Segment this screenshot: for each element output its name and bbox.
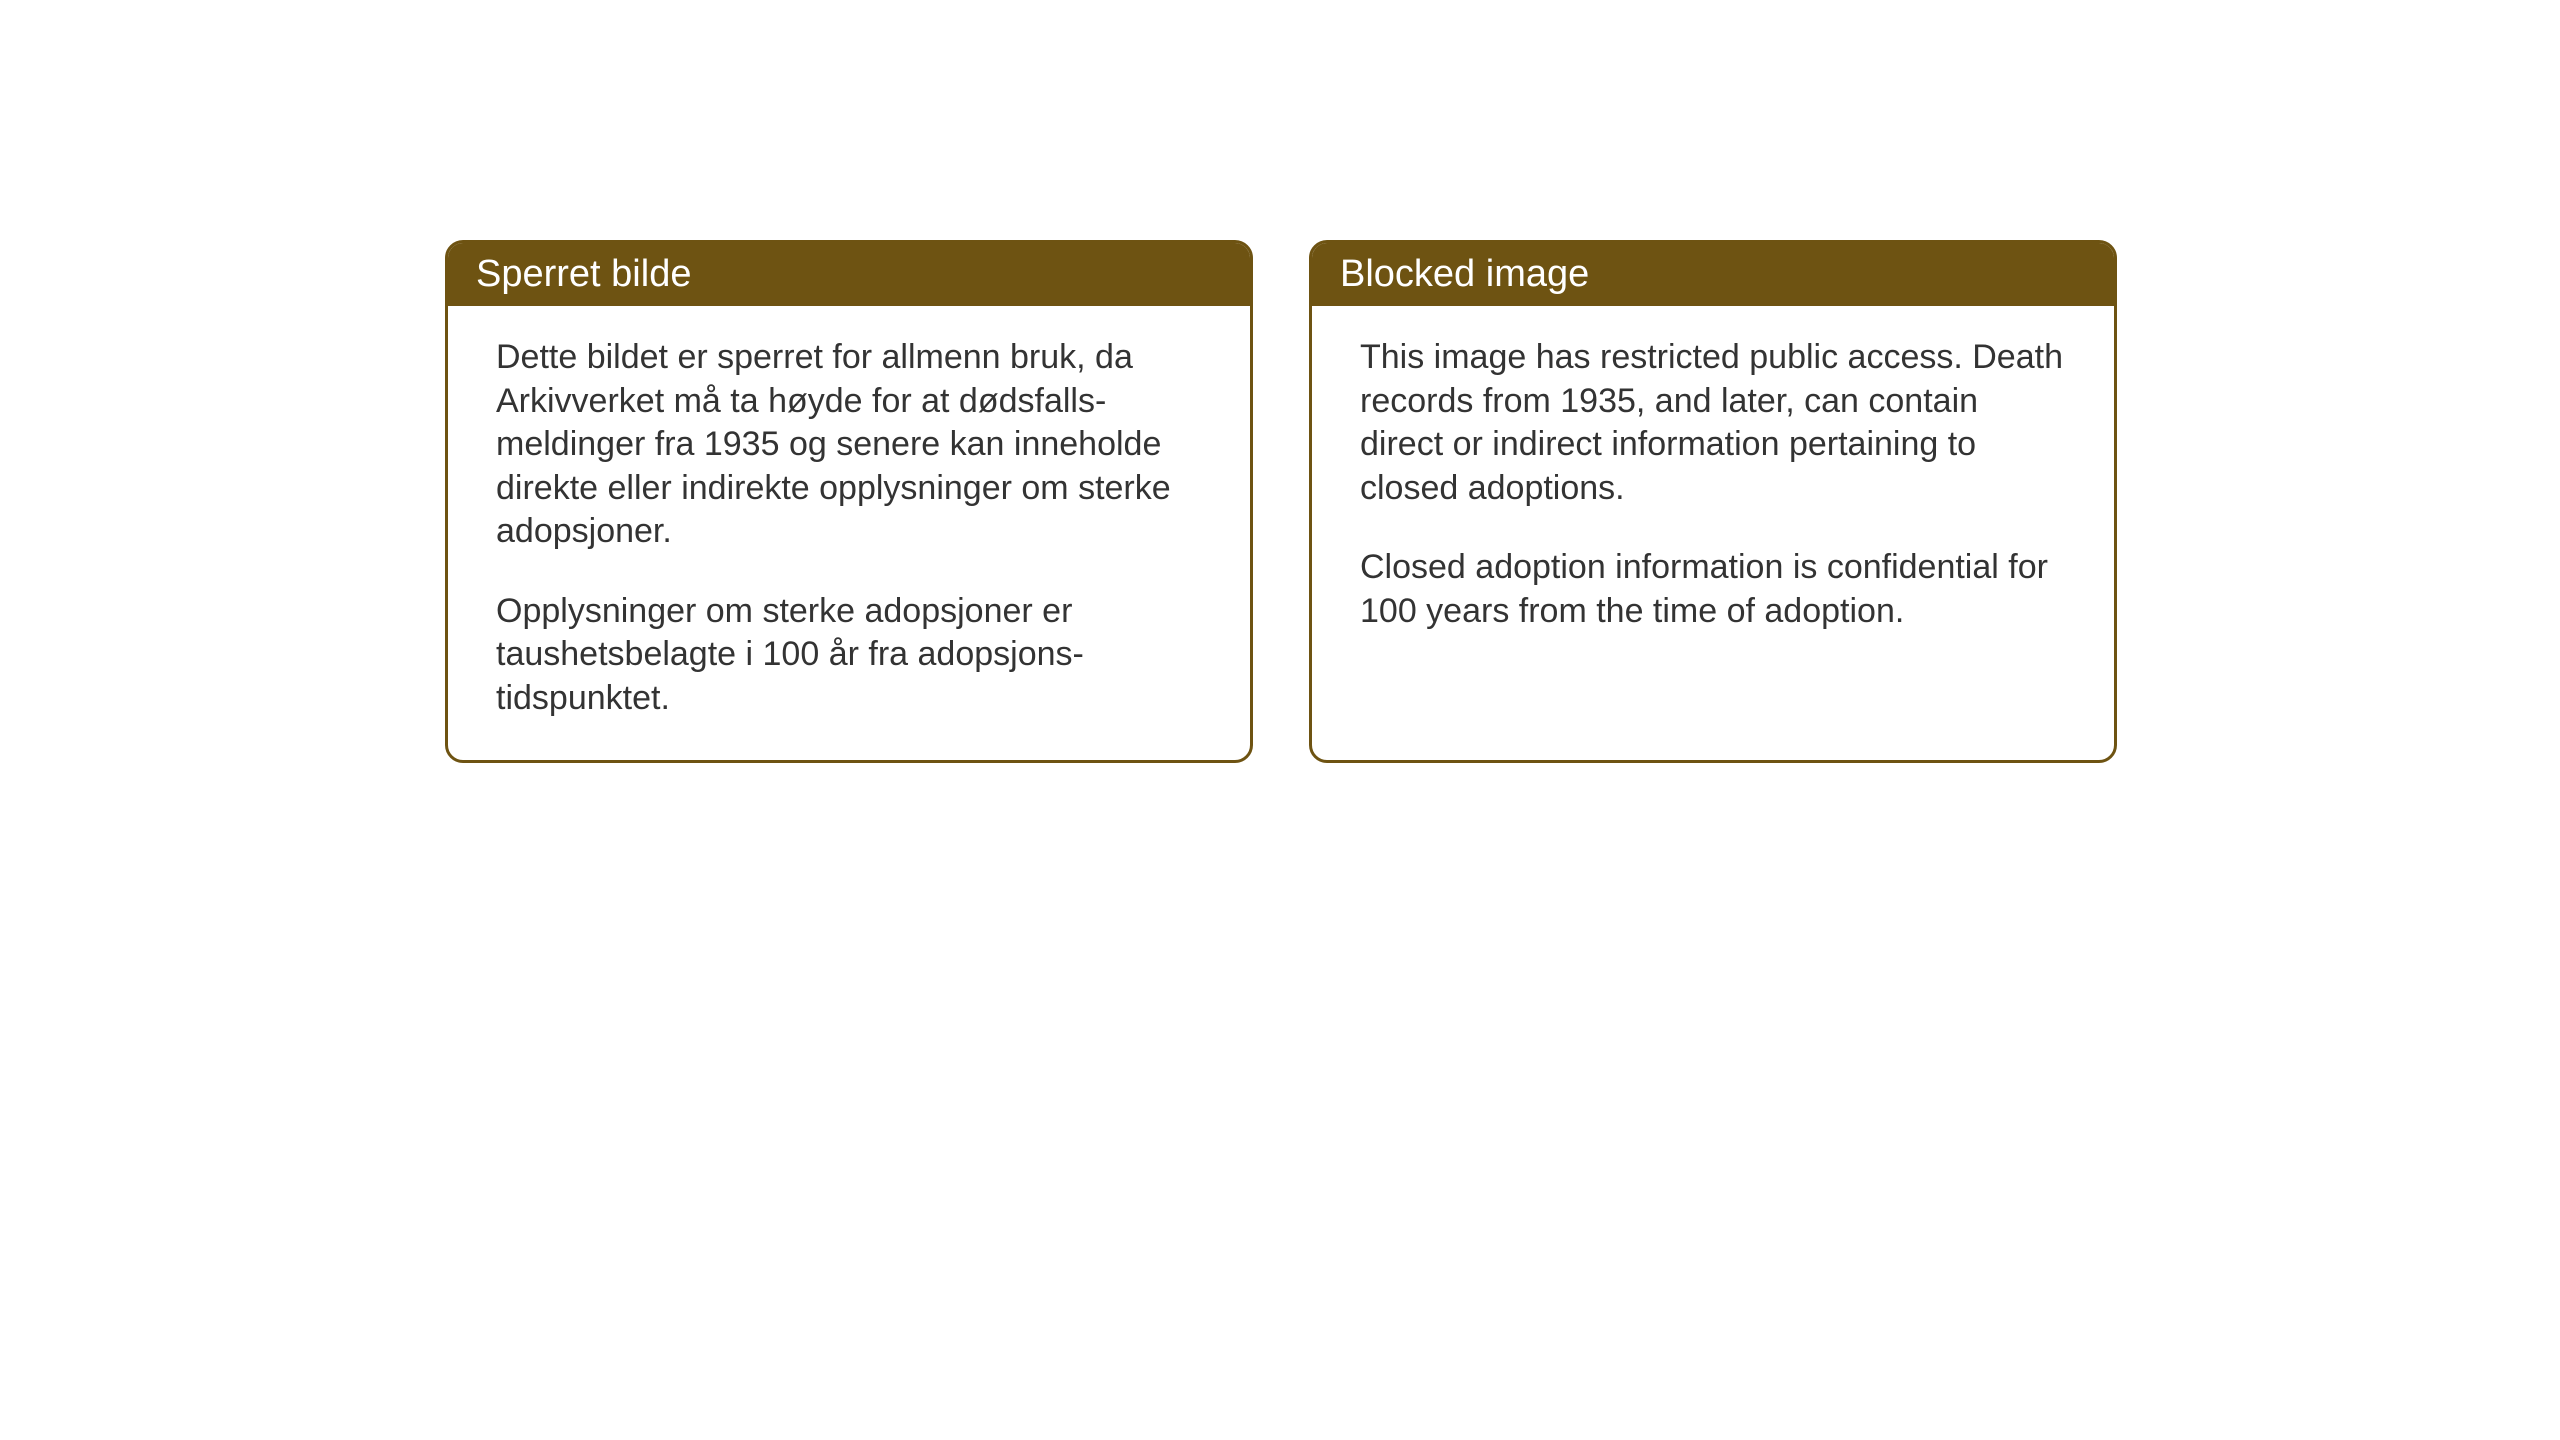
norwegian-notice-title: Sperret bilde [448, 243, 1250, 306]
notice-container: Sperret bilde Dette bildet er sperret fo… [445, 240, 2117, 763]
english-paragraph-1: This image has restricted public access.… [1360, 336, 2066, 510]
norwegian-notice-box: Sperret bilde Dette bildet er sperret fo… [445, 240, 1253, 763]
english-notice-box: Blocked image This image has restricted … [1309, 240, 2117, 763]
norwegian-paragraph-1: Dette bildet er sperret for allmenn bruk… [496, 336, 1202, 554]
norwegian-paragraph-2: Opplysninger om sterke adopsjoner er tau… [496, 590, 1202, 721]
english-paragraph-2: Closed adoption information is confident… [1360, 546, 2066, 633]
english-notice-title: Blocked image [1312, 243, 2114, 306]
norwegian-notice-body: Dette bildet er sperret for allmenn bruk… [448, 306, 1250, 760]
english-notice-body: This image has restricted public access.… [1312, 306, 2114, 746]
